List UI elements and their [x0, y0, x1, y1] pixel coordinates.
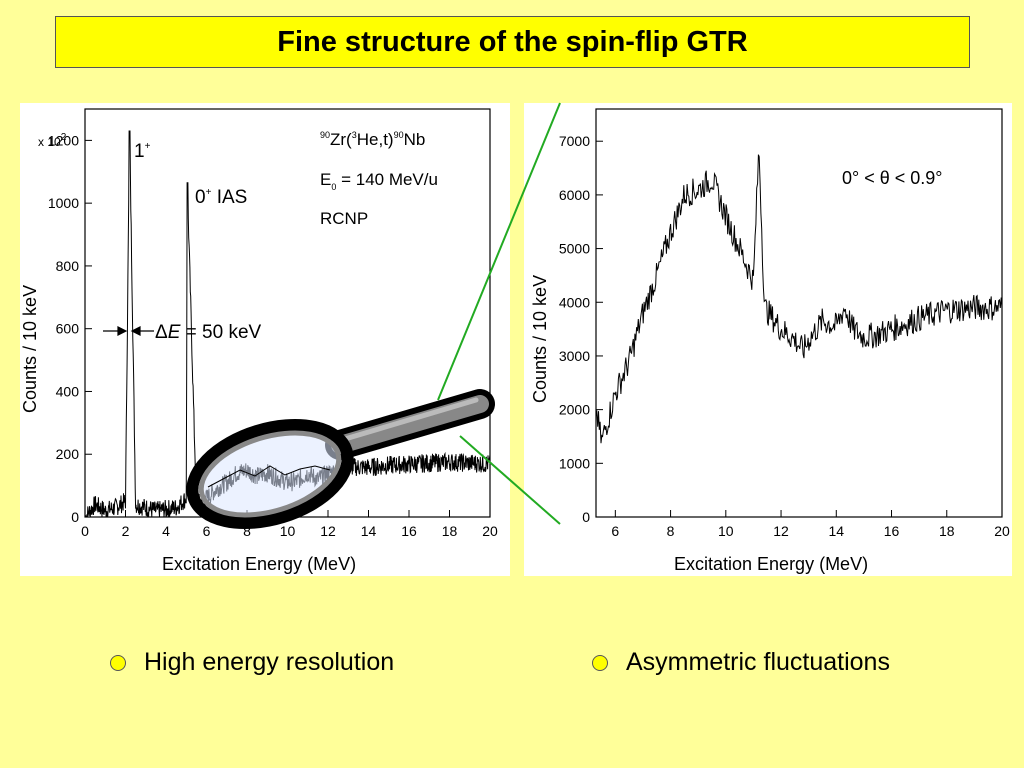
- right-xtick-label: 10: [718, 523, 734, 539]
- lab-label: RCNP: [320, 209, 368, 228]
- left-ylabel: Counts / 10 keV: [20, 285, 40, 413]
- beam-energy-label: E0 = 140 MeV/u: [320, 170, 438, 192]
- resolution-label: ΔE = 50 keV: [155, 322, 262, 343]
- left-ytick-label: 800: [56, 258, 80, 274]
- left-ytick-label: 0: [71, 509, 79, 525]
- left-ytick-label: 1200: [48, 132, 79, 148]
- right-ytick-label: 5000: [559, 241, 590, 257]
- left-xtick-label: 14: [361, 523, 377, 539]
- right-chart: 6 8 10 12 14 16 18 20 0 1000 2000 3000 4000 5000 6000 7…: [530, 108, 1010, 574]
- bullet-1-text: High energy resolution: [144, 648, 395, 676]
- left-xtick-label: 12: [320, 523, 336, 539]
- left-xtick-label: 20: [482, 523, 498, 539]
- left-ytick-label: 1000: [48, 195, 79, 211]
- left-xtick-label: 2: [122, 523, 130, 539]
- left-xtick-label: 16: [401, 523, 417, 539]
- bullet-1: High energy resolution: [110, 648, 394, 677]
- right-xtick-label: 14: [828, 523, 844, 539]
- left-xtick-label: 4: [162, 523, 170, 539]
- left-xtick-label: 0: [81, 523, 89, 539]
- left-ytick-label: 600: [56, 321, 80, 337]
- bullet-2: Asymmetric fluctuations: [592, 648, 890, 677]
- right-chart-panel: 6 8 10 12 14 16 18 20 0 1000 2000 3000 4000 5000 6000 7…: [524, 103, 1012, 576]
- slide-title-box: Fine structure of the spin-flip GTR: [55, 16, 970, 68]
- right-ytick-label: 6000: [559, 187, 590, 203]
- left-ytick-label: 400: [56, 383, 80, 399]
- right-xtick-label: 12: [773, 523, 789, 539]
- left-ymult: x 102: [38, 132, 67, 149]
- bullet-1-icon: [110, 654, 126, 671]
- right-ytick-label: 4000: [559, 294, 590, 310]
- right-xtick-label: 16: [884, 523, 900, 539]
- right-ytick-label: 2000: [559, 402, 590, 418]
- right-xtick-label: 6: [611, 523, 619, 539]
- right-xtick-label: 18: [939, 523, 955, 539]
- reaction-label: 90Zr(3He,t)90Nb: [320, 130, 425, 149]
- right-ytick-label: 1000: [559, 455, 590, 471]
- resolution-arrows: [103, 326, 154, 336]
- left-xtick-label: 6: [203, 523, 211, 539]
- right-ytick-label: 3000: [559, 348, 590, 364]
- right-ylabel: Counts / 10 keV: [530, 275, 550, 403]
- left-xtick-label: 8: [243, 523, 251, 539]
- right-plot-frame: [595, 108, 1003, 518]
- left-xlabel: Excitation Energy (MeV): [162, 554, 356, 574]
- left-xtick-label: 18: [442, 523, 458, 539]
- left-chart-panel: 0 2 4 6 8 10 12 14 16 18 20 0 200 400 600 800 1000 1200 x…: [20, 103, 510, 576]
- bullet-2-icon: [592, 654, 608, 671]
- peak2-label: 0+ IAS: [195, 187, 247, 208]
- slide-title: Fine structure of the spin-flip GTR: [277, 25, 748, 58]
- angle-label: 0° < θ < 0.9°: [842, 168, 942, 188]
- peak1-label: 1+: [134, 141, 151, 162]
- bullet-2-text: Asymmetric fluctuations: [626, 648, 890, 676]
- right-ytick-label: 7000: [559, 133, 590, 149]
- right-ytick-label: 0: [582, 509, 590, 525]
- right-spectrum-line: [595, 154, 1003, 444]
- left-ytick-label: 200: [56, 446, 80, 462]
- right-xtick-label: 8: [667, 523, 675, 539]
- left-xtick-label: 10: [280, 523, 296, 539]
- right-xtick-label: 20: [994, 523, 1010, 539]
- right-xlabel: Excitation Energy (MeV): [674, 554, 868, 574]
